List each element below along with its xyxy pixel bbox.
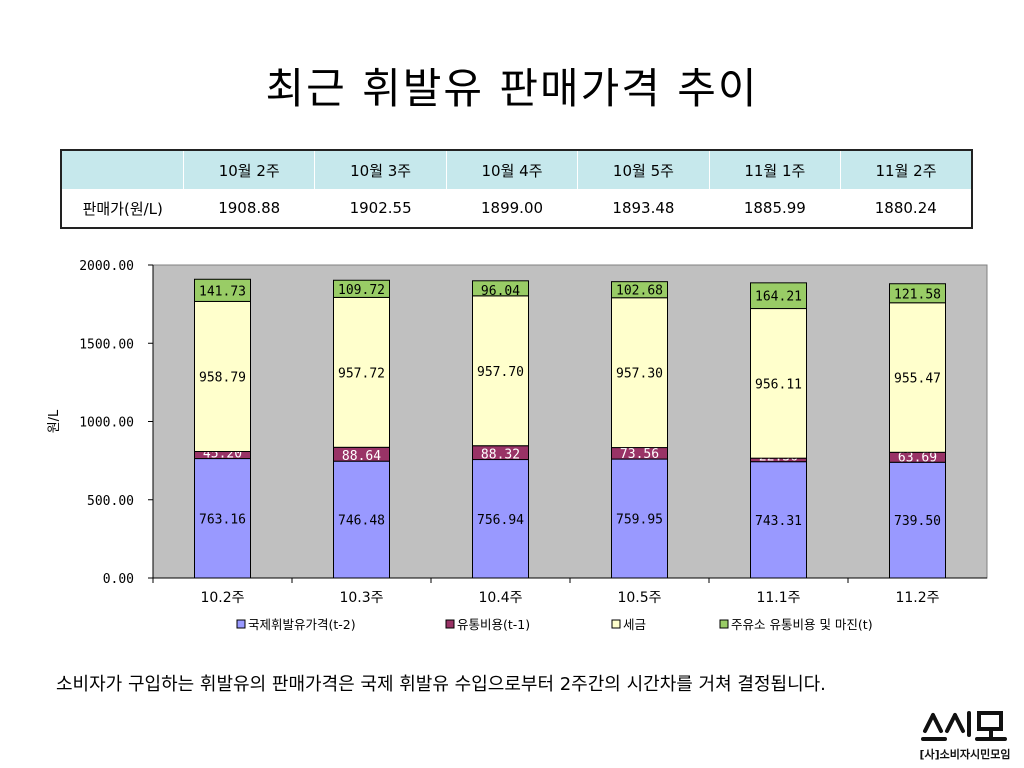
- bar-segment: [333, 460, 390, 579]
- bar-segment: [472, 280, 529, 297]
- data-label: 743.31: [755, 514, 802, 529]
- bar-segment: [889, 283, 946, 304]
- table-cell: 1908.88: [183, 189, 315, 228]
- data-label: 955.47: [894, 372, 941, 387]
- x-tick-label: 10.3주: [339, 590, 383, 606]
- logo: [사]소비자시민모임: [919, 711, 1011, 761]
- table-cell: 1902.55: [314, 189, 447, 228]
- table-header-row: 10월 2주 10월 3주 10월 4주 10월 5주 11월 1주 11월 2…: [61, 150, 973, 189]
- data-label: 88.64: [342, 449, 381, 464]
- table-cell: 1893.48: [577, 189, 710, 228]
- x-tick-label: 11.2주: [895, 590, 939, 606]
- legend-swatch: [719, 619, 729, 629]
- data-label: 141.73: [199, 284, 246, 299]
- table-header-cell: 10월 3주: [314, 150, 447, 189]
- data-label: 164.21: [755, 290, 802, 305]
- data-label: 96.04: [481, 284, 520, 299]
- data-label: 956.11: [755, 377, 802, 392]
- table-row: 판매가(원/L) 1908.88 1902.55 1899.00 1893.48…: [61, 189, 972, 228]
- data-label: 957.70: [477, 365, 524, 380]
- legend-label: 국제휘발유가격(t-2): [248, 617, 356, 632]
- data-label: 763.16: [199, 512, 246, 527]
- table-header-cell: 11월 2주: [840, 150, 973, 189]
- legend-label: 주유소 유통비용 및 마진(t): [731, 617, 873, 632]
- table-cell: 1880.24: [840, 189, 972, 228]
- plot-area: [152, 264, 988, 579]
- table-header-cell: 11월 1주: [709, 150, 842, 189]
- table-row-label: 판매가(원/L): [61, 189, 184, 228]
- data-label: 739.50: [894, 514, 941, 529]
- bar-segment: [611, 281, 668, 299]
- y-tick-label: 500.00: [87, 494, 134, 509]
- y-tick-label: 1500.00: [79, 337, 134, 352]
- data-label: 958.79: [199, 370, 246, 385]
- bar-segment: [889, 461, 946, 579]
- data-label: 73.56: [620, 447, 659, 462]
- bar-segment: [611, 297, 668, 449]
- legend-swatch: [236, 619, 246, 629]
- data-label: 102.68: [616, 284, 663, 299]
- data-label: 957.72: [338, 366, 385, 381]
- logo-mark-icon: [921, 711, 1007, 741]
- legend-swatch: [445, 619, 455, 629]
- table-cell: 1899.00: [446, 189, 578, 228]
- data-label: 759.95: [616, 513, 663, 528]
- bar-segment: [750, 282, 807, 310]
- x-tick-label: 10.4주: [478, 590, 522, 606]
- bar-segment: [333, 279, 390, 298]
- table-header-cell: [61, 150, 184, 189]
- bar-segment: [333, 296, 390, 448]
- data-label: 121.58: [894, 287, 941, 302]
- bar-segment: [472, 295, 529, 447]
- legend-label: 세금: [623, 617, 646, 632]
- page-title: 최근 휘발유 판매가격 추이: [265, 64, 759, 113]
- logo-subtitle: [사]소비자시민모임: [919, 747, 1010, 761]
- data-label: 746.48: [338, 514, 385, 529]
- bar-segment: [194, 278, 251, 302]
- legend-label: 유통비용(t-1): [457, 617, 530, 632]
- bar-segment: [889, 302, 946, 453]
- data-label: 109.72: [338, 283, 385, 298]
- footnote: 소비자가 구입하는 휘발유의 판매가격은 국제 휘발유 수입으로부터 2주간의 …: [56, 674, 826, 695]
- bar-segment: [194, 458, 251, 579]
- y-tick-label: 0.00: [103, 572, 134, 587]
- legend-swatch: [611, 619, 621, 629]
- bar-segment: [472, 459, 529, 579]
- bar-segment: [611, 458, 668, 579]
- bar-segment: [194, 300, 251, 452]
- stacked-bar-chart: 0.00 500.00 1000.00 1500.00 2000.00 원/L 763.16…: [47, 260, 988, 632]
- x-tick-label: 10.5주: [617, 590, 661, 606]
- table-header-cell: 10월 4주: [446, 150, 579, 189]
- table-header-cell: 10월 2주: [183, 150, 316, 189]
- data-label: 63.69: [898, 450, 937, 465]
- x-tick-label: 11.1주: [756, 590, 800, 606]
- table-cell: 1885.99: [709, 189, 841, 228]
- y-tick-label: 2000.00: [79, 260, 134, 274]
- data-label: 756.94: [477, 513, 524, 528]
- table-header-cell: 10월 5주: [577, 150, 710, 189]
- bar-segment: [750, 461, 807, 579]
- x-tick-label: 10.2주: [200, 590, 244, 606]
- y-tick-label: 1000.00: [79, 416, 134, 431]
- data-label: 957.30: [616, 367, 663, 382]
- bar-segment: [750, 308, 807, 459]
- price-table: 10월 2주 10월 3주 10월 4주 10월 5주 11월 1주 11월 2…: [60, 149, 973, 229]
- y-axis-label: 원/L: [47, 409, 62, 433]
- data-label: 88.32: [481, 448, 520, 463]
